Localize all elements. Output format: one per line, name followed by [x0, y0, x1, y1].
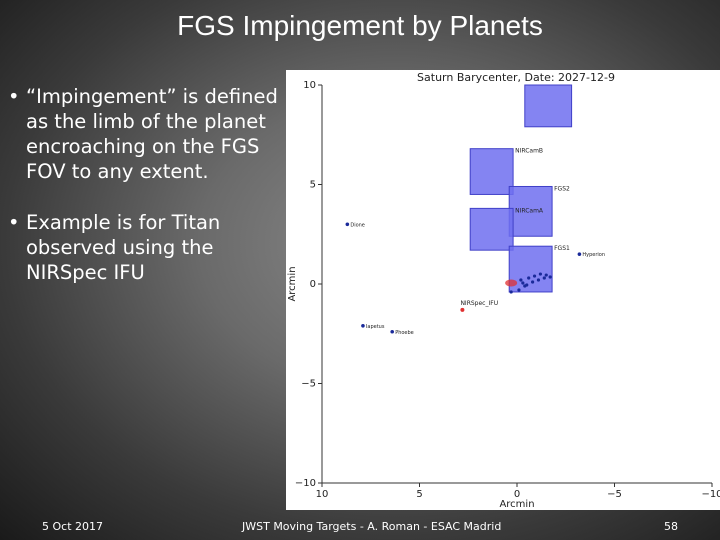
- saturn-marker: [505, 279, 518, 287]
- aperture-label: FGS1: [554, 245, 570, 252]
- moon-label: Hyperion: [582, 252, 605, 258]
- slide-title: FGS Impingement by Planets: [177, 10, 543, 41]
- aperture-label: NIRCamA: [515, 207, 544, 214]
- y-tick-label: 5: [310, 180, 316, 191]
- aperture-box: [524, 84, 573, 128]
- y-tick-label: 10: [303, 80, 316, 91]
- cluster-point: [519, 278, 523, 282]
- cluster-point: [531, 280, 535, 284]
- x-tick-label: −5: [607, 489, 622, 500]
- bullet-text: Example is for Titan observed using the …: [26, 211, 221, 284]
- moon-label: Dione: [350, 222, 365, 228]
- moon-point: [390, 329, 394, 334]
- bullet-marker: •: [8, 85, 20, 108]
- x-tick-label: 10: [316, 489, 329, 500]
- plot-panel: Saturn Barycenter, Date: 2027-12-9 10 10 5…: [286, 70, 720, 510]
- cluster-point: [521, 281, 525, 285]
- footer-center: JWST Moving Targets - A. Roman - ESAC Ma…: [242, 520, 502, 533]
- x-tick-label: 5: [416, 489, 422, 500]
- x-tick-label: 0: [514, 489, 520, 500]
- bullet-list: • “Impingement” is defined as the limb o…: [8, 84, 286, 311]
- moon-point: [577, 252, 582, 256]
- cluster-point: [509, 290, 513, 294]
- aperture-label: NIRCamB: [515, 148, 543, 155]
- aperture-box: [469, 207, 514, 251]
- chart-svg: Saturn Barycenter, Date: 2027-12-9 10 10 5…: [287, 71, 720, 510]
- cluster-point: [536, 278, 541, 282]
- y-tick-label: −5: [301, 379, 316, 390]
- y-tick-label: −10: [295, 478, 316, 489]
- cluster-point: [525, 283, 529, 287]
- cluster-point: [532, 274, 537, 278]
- aperture-box: [508, 185, 553, 237]
- moon-point: [361, 323, 365, 328]
- x-axis-label: Arcmin: [499, 499, 534, 510]
- aperture-label: FGS2: [554, 185, 570, 192]
- cluster-point: [517, 288, 521, 292]
- moon-label: Phoebe: [395, 330, 414, 336]
- y-tick-label: 0: [310, 279, 316, 290]
- moon-point: [345, 222, 350, 227]
- cluster-point: [527, 276, 531, 280]
- cluster-point: [544, 273, 548, 277]
- target-point: [460, 307, 465, 312]
- footer-date: 5 Oct 2017: [42, 520, 104, 533]
- chart-title: Saturn Barycenter, Date: 2027-12-9: [417, 71, 615, 84]
- aperture-box: [469, 148, 514, 195]
- y-axis-label: Arcmin: [287, 266, 298, 301]
- cluster-point: [548, 275, 552, 279]
- cluster-point: [542, 276, 546, 280]
- bullet-text: “Impingement” is defined as the limb of …: [26, 85, 278, 183]
- cluster-point: [538, 272, 542, 276]
- moon-label: Iapetus: [366, 324, 385, 330]
- footer-page-number: 58: [664, 520, 678, 533]
- x-tick-label: −10: [701, 489, 720, 500]
- bullet-marker: •: [8, 211, 20, 234]
- nirspec-ifu-label: NIRSpec_IFU: [460, 300, 498, 307]
- bullet-item: • “Impingement” is defined as the limb o…: [8, 84, 286, 184]
- bullet-item: • Example is for Titan observed using th…: [8, 210, 286, 285]
